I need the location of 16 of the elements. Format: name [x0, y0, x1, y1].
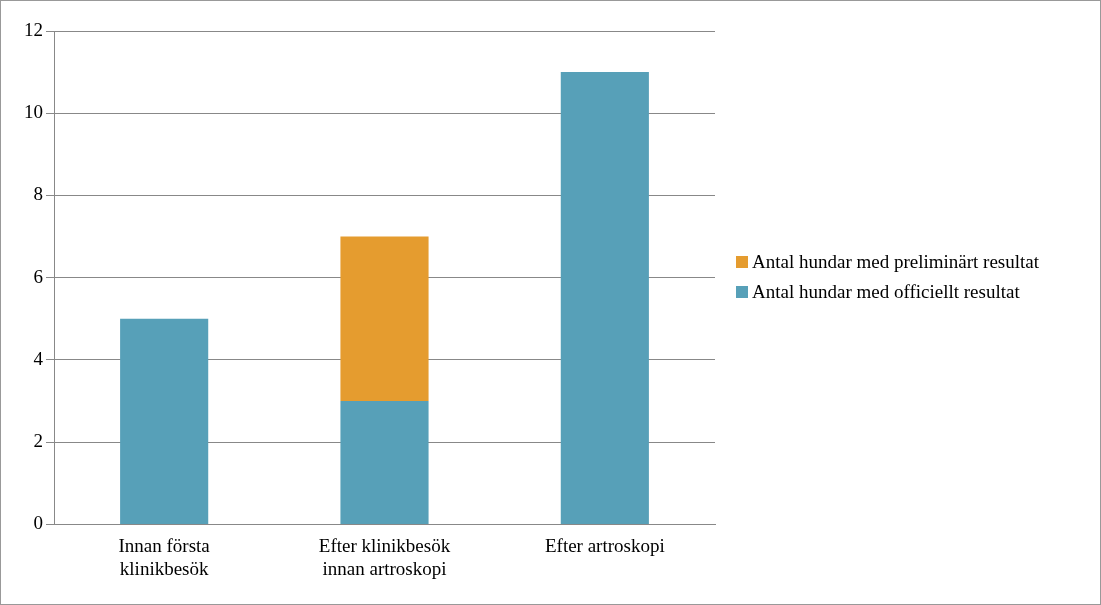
bar	[340, 236, 429, 402]
bar	[340, 401, 429, 524]
bar	[120, 318, 209, 524]
y-tick-label: 6	[33, 265, 43, 287]
bar	[560, 72, 649, 524]
legend-label: Antal hundar med preliminärt resultat	[752, 251, 1040, 273]
legend-label: Antal hundar med officiellt resultat	[752, 281, 1020, 303]
y-tick-label: 12	[24, 18, 43, 40]
x-tick-label: Efter klinikbesök innan artroskopi	[318, 534, 451, 579]
y-tick-label: 10	[24, 101, 43, 123]
y-tick-label: 0	[33, 512, 43, 534]
y-tick-label: 4	[33, 347, 44, 369]
y-tick-label: 2	[33, 430, 43, 452]
x-tick-label: Efter artroskopi	[544, 534, 665, 556]
y-tick-label: 8	[33, 183, 43, 205]
x-tick-label: Innan första klinikbesök	[118, 534, 211, 579]
